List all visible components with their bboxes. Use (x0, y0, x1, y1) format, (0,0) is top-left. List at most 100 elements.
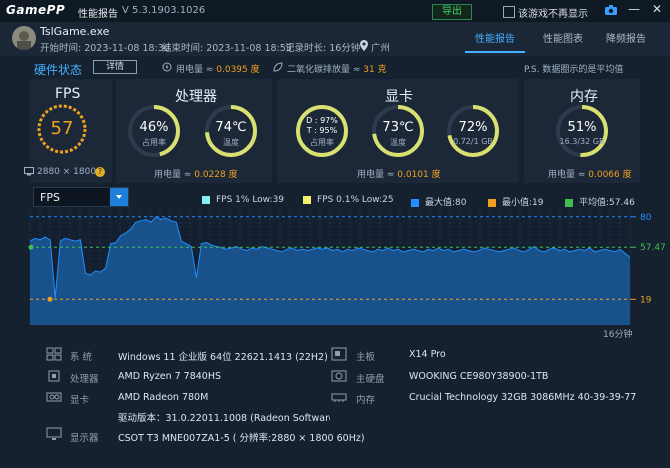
fps-value: 57 (50, 118, 74, 139)
gpu-t-usage: T : 95% (306, 126, 338, 135)
legend-swatch (202, 195, 210, 204)
memory-panel (524, 79, 640, 183)
close-button[interactable]: ✕ (652, 2, 663, 16)
co2-emission: 二氧化碳排放量 ≈ 31 克 (287, 62, 387, 75)
total-power-label: 用电量 ≈ (176, 65, 217, 75)
location: 广州 (371, 43, 391, 54)
cpu-power: 用电量 ≈ 0.0228 度 (154, 167, 238, 180)
gpu-vram-gauge (447, 105, 499, 157)
legend-swatch (565, 198, 573, 207)
os-label: 系 统 (70, 352, 93, 363)
driver-value: 驱动版本：31.0.22011.1008 (Radeon Software Ad… (118, 413, 330, 424)
total-power-value: 0.0395 度 (216, 65, 260, 75)
cpu-usage-value: 46% (139, 120, 169, 135)
cpu-chip-icon (48, 370, 60, 382)
legend-avg: 平均值:57.46 (565, 195, 635, 208)
gpu-label: 显卡 (70, 395, 90, 406)
ps-note: P.S. 数据圈示的是平均值 (524, 65, 624, 75)
legend-min-label: 最小值:19 (502, 198, 544, 208)
cpu-panel (116, 79, 272, 183)
total-power: 用电量 ≈ 0.0395 度 (176, 62, 260, 75)
fps-area (30, 216, 630, 325)
start-time: 开始时间: 2023-11-08 18:36 (40, 43, 170, 54)
display-value: CSOT T3 MNE007ZA1-5 ( 分辨率:2880 × 1800 60… (118, 433, 365, 444)
legend-p1low: FPS 1% Low:39 (202, 195, 284, 205)
ram-label: 内存 (356, 395, 376, 406)
memory-power-value: 0.0066 度 (588, 170, 632, 180)
gpu-temp-label: 温度 (390, 138, 406, 147)
no-show-checkbox[interactable] (503, 6, 515, 18)
gpu-usage-gauge (296, 105, 348, 157)
export-button[interactable]: 导出 (432, 4, 472, 20)
legend-p1low-label: FPS 1% Low:39 (216, 195, 285, 205)
camera-icon[interactable] (605, 5, 617, 15)
legend-min: 最小值:19 (488, 195, 544, 208)
disk-label: 主硬盘 (356, 374, 385, 385)
detail-button[interactable]: 详情 (93, 60, 137, 74)
cpu-temp-gauge (205, 105, 257, 157)
gpu-power: 用电量 ≈ 0.0101 度 (357, 167, 441, 180)
no-show-label: 该游戏不再显示 (518, 9, 588, 20)
gpu-d-usage: D : 97% (306, 116, 338, 125)
power-icon (162, 62, 172, 72)
title-bar (0, 0, 670, 22)
metric-select[interactable]: FPS (33, 187, 129, 207)
min-ref-label: 19 (640, 295, 652, 305)
gpu-title: 显卡 (385, 89, 413, 105)
leaf-icon (273, 62, 283, 72)
cpu-usage-gauge (128, 105, 180, 157)
board-label: 主板 (356, 352, 376, 363)
record-duration: 记录时长: 16分钟 (285, 43, 361, 54)
gpu-temp-value: 73℃ (382, 120, 414, 135)
gpu-usage-label: 占用率 (310, 138, 334, 147)
avg-marker (28, 244, 34, 250)
tab-performance-chart[interactable]: 性能图表 (543, 34, 583, 45)
gpu-value: AMD Radeon 780M (118, 392, 209, 403)
cpu-power-value: 0.0228 度 (194, 170, 238, 180)
cpu-value: AMD Ryzen 7 7840HS (118, 371, 222, 382)
memory-value: 51% (567, 120, 597, 135)
app-version: V 5.3.1903.1026 (122, 5, 206, 16)
memory-power-label: 用电量 ≈ (548, 170, 589, 180)
avg-ref-label: 57.47 (640, 243, 666, 253)
location-pin-icon (360, 40, 368, 51)
os-value: Windows 11 企业版 64位 22621.1413 (22H2) (118, 352, 328, 363)
legend-p01low: FPS 0.1% Low:25 (303, 195, 394, 205)
display-label: 显示器 (70, 433, 99, 444)
cpu-title: 处理器 (175, 89, 217, 105)
gamepp-logo: GamePP (6, 3, 66, 17)
fps-title: FPS (55, 86, 81, 102)
tab-performance-report[interactable]: 性能报告 (475, 34, 515, 45)
min-marker (47, 296, 53, 302)
ram-value: Crucial Technology 32GB 3086MHz 40-39-39… (409, 392, 637, 403)
legend-max-label: 最大值:80 (425, 198, 467, 208)
gpu-temp-gauge (372, 105, 424, 157)
game-exe-name: TslGame.exe (40, 25, 110, 38)
disk-icon (331, 370, 347, 382)
minimize-button[interactable]: — (628, 2, 640, 16)
monitor-icon (46, 427, 62, 440)
tab-throttle-report[interactable]: 降频报告 (606, 34, 646, 45)
legend-avg-label: 平均值:57.46 (579, 198, 635, 208)
co2-label: 二氧化碳排放量 ≈ (287, 65, 364, 75)
gpu-power-value: 0.0101 度 (397, 170, 441, 180)
memory-gauge (556, 105, 608, 157)
legend-swatch (411, 198, 419, 207)
legend-swatch (488, 198, 496, 207)
memory-power: 用电量 ≈ 0.0066 度 (548, 167, 632, 180)
gpu-card-icon (46, 392, 62, 402)
end-time: 结束时间: 2023-11-08 18:53 (162, 43, 292, 54)
co2-value: 31 克 (363, 65, 387, 75)
motherboard-icon (331, 347, 347, 361)
x-axis-end-label: 16分钟 (603, 330, 633, 340)
fps-line (29, 216, 631, 298)
chevron-down-icon[interactable] (110, 188, 128, 206)
fps-chart: 80 57.47 19 (28, 210, 666, 325)
gpu-power-label: 用电量 ≈ (357, 170, 398, 180)
gpu-vram-sub: 0.72/1 GB (453, 137, 493, 146)
cpu-temp-value: 74℃ (215, 120, 247, 135)
windows-icon (46, 347, 62, 361)
fps-panel (30, 79, 112, 183)
disk-value: WOOKING CE980Y38900-1TB (409, 371, 549, 382)
help-icon[interactable]: ? (95, 167, 105, 177)
